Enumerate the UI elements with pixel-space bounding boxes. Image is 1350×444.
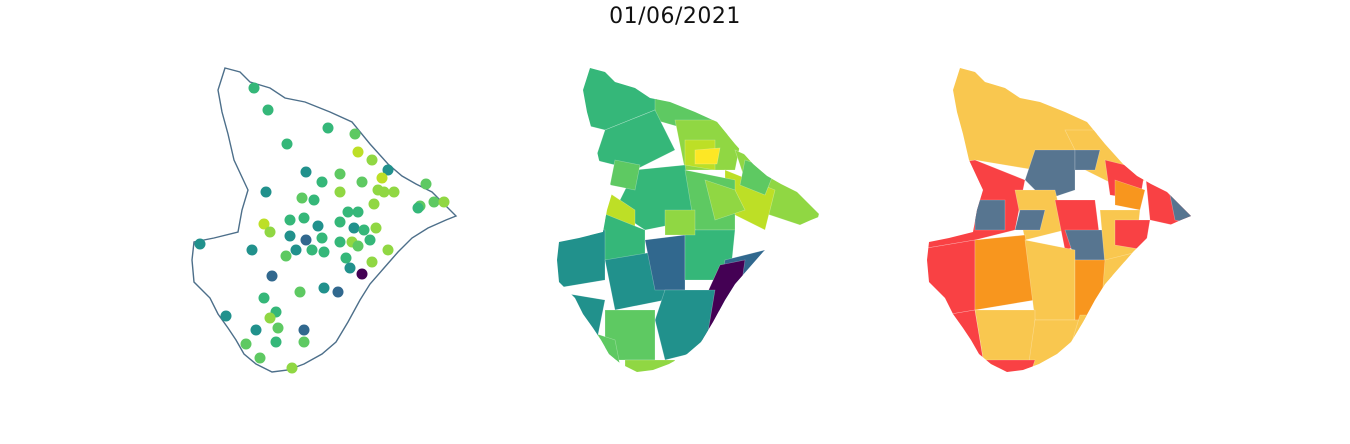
station-point [240,338,252,350]
station-point [318,282,330,294]
municipality-region [557,289,606,361]
station-point [356,176,368,188]
station-point [250,324,262,336]
risk-region [1024,239,1076,321]
station-point [356,268,368,280]
station-point [348,222,360,234]
station-point [358,224,370,236]
station-point [248,82,260,94]
station-point [296,192,308,204]
risk-region [927,239,976,321]
station-point [344,262,356,274]
station-point [378,186,390,198]
station-point [322,122,334,134]
station-point [318,246,330,258]
station-point [366,154,378,166]
station-point [420,178,432,190]
station-point [298,336,310,348]
station-point [316,176,328,188]
station-point [312,220,324,232]
station-point [306,244,318,256]
station-point [364,234,376,246]
station-point [366,256,378,268]
station-point [340,252,352,264]
station-point [370,222,382,234]
station-point [260,186,272,198]
station-point [308,194,320,206]
station-point [270,336,282,348]
station-point [428,196,440,208]
station-point [286,362,298,374]
station-point [298,324,310,336]
station-point [334,216,346,228]
risk-region [1114,219,1151,251]
risk-region [1144,169,1191,231]
station-point [332,286,344,298]
risk-region [927,309,986,372]
station-point [352,240,364,252]
station-point [334,236,346,248]
station-point [334,168,346,180]
station-point [290,244,302,256]
station-point [342,206,354,218]
station-point [258,218,270,230]
station-point [280,250,292,262]
station-point [376,172,388,184]
station-point [254,352,266,364]
risk-region [1074,149,1101,171]
station-point [300,166,312,178]
station-point [334,186,346,198]
risk-region [1024,149,1076,201]
station-point [298,212,310,224]
municipality-region [654,289,716,361]
station-point [264,226,276,238]
municipality-region [694,147,721,165]
station-point [284,214,296,226]
station-point [281,138,293,150]
station-point [300,234,312,246]
station-point [262,104,274,116]
station-point [284,230,296,242]
station-point [266,270,278,282]
station-point [264,312,276,324]
station-point [294,286,306,298]
station-point [388,186,400,198]
station-point [352,146,364,158]
station-point [272,322,284,334]
station-point [194,238,206,250]
choropleth-map [557,68,821,372]
risk-region [1014,209,1046,231]
station-point [382,244,394,256]
station-point [438,196,450,208]
station-point [258,292,270,304]
station-point [220,310,232,322]
station-point [352,206,364,218]
points-map [191,67,458,374]
station-point [349,128,361,140]
municipality-region [609,159,641,191]
municipality-region [704,179,746,221]
risk-region [974,199,1006,231]
risk-region [1099,249,1146,326]
state-outline [191,67,458,373]
municipality-region [557,229,606,291]
category-map [927,68,1191,372]
station-point [246,244,258,256]
station-point [382,164,394,176]
station-point [368,198,380,210]
risk-region [984,359,1036,372]
station-point [316,232,328,244]
municipality-region [664,209,696,236]
station-point [412,202,424,214]
municipality-region [624,359,676,372]
chart-title: 01/06/2021 [609,4,741,29]
